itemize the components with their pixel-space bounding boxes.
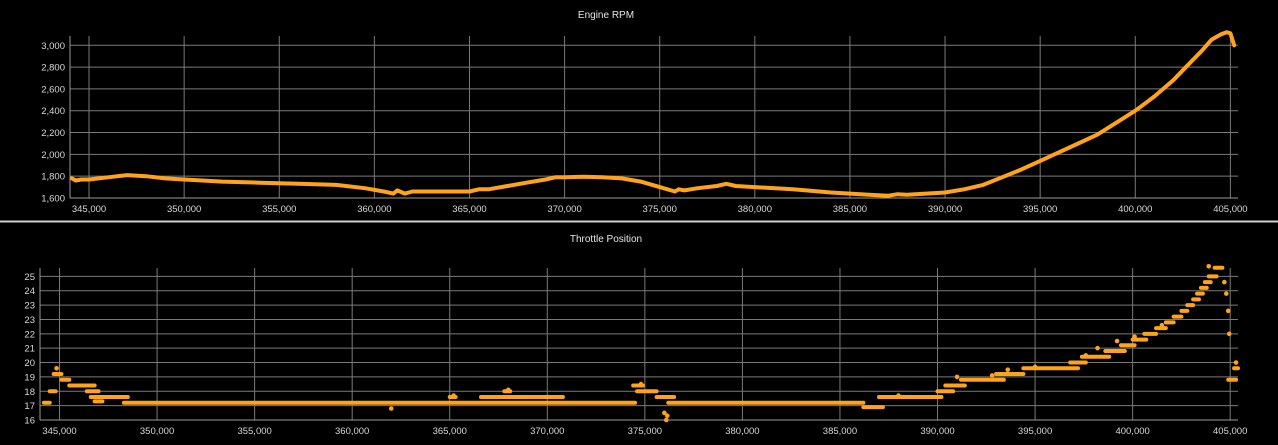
throttle-point	[451, 393, 456, 398]
throttle-point	[505, 387, 511, 393]
throttle-position-chart: Throttle Position 16 17 18 19 20 21 22 23 23 24 25…	[24, 234, 1247, 437]
throttle-point	[1206, 264, 1212, 269]
throttle-y-tick-label: 18	[24, 387, 35, 398]
throttle-point	[662, 410, 667, 416]
throttle-x-tick-label: 360,000	[335, 426, 369, 437]
engine-rpm-x-tick-label: 360,000	[357, 204, 391, 215]
engine-rpm-y-tick-label: 3,000	[41, 41, 65, 52]
throttle-point	[1223, 291, 1229, 296]
throttle-point	[664, 417, 669, 423]
engine-rpm-x-tick-label: 385,000	[833, 204, 867, 215]
engine-rpm-y-tick-label: 2,600	[41, 84, 65, 95]
throttle-x-tick-label: 355,000	[237, 426, 271, 437]
throttle-series	[41, 264, 1240, 423]
throttle-x-tick-label: 350,000	[140, 426, 174, 437]
engine-rpm-x-tick-label: 405,000	[1213, 204, 1247, 215]
throttle-point	[1114, 338, 1120, 344]
engine-rpm-y-tick-label: 1,600	[41, 194, 65, 205]
throttle-y-tick-label: 22	[24, 329, 35, 340]
engine-rpm-chart: Engine RPM 1,600 1,800 2,000 2,200 2,400 2,60…	[41, 10, 1247, 215]
throttle-point	[1005, 367, 1011, 373]
throttle-point	[664, 413, 670, 418]
throttle-y-tick-label: 23	[24, 301, 35, 312]
throttle-point	[1226, 331, 1232, 337]
engine-rpm-y-tick-label: 2,200	[41, 128, 65, 139]
engine-rpm-x-ticks: 345,000 350,000 355,000 360,000 365,000 370,0…	[72, 204, 1248, 215]
throttle-x-tick-label: 395,000	[1018, 426, 1052, 437]
throttle-point	[638, 381, 644, 387]
throttle-y-tick-label: 20	[24, 358, 35, 369]
throttle-point	[54, 365, 59, 371]
engine-rpm-y-tick-label: 2,400	[41, 106, 65, 117]
throttle-x-tick-label: 375,000	[628, 426, 662, 437]
throttle-y-tick-label: 17	[24, 401, 35, 412]
throttle-point	[1083, 353, 1089, 358]
engine-rpm-x-tick-label: 375,000	[643, 204, 677, 215]
engine-rpm-line	[69, 30, 1237, 198]
throttle-x-tick-label: 370,000	[530, 426, 564, 437]
throttle-x-ticks: 345,000 350,000 355,000 360,000 365,000 370,0…	[42, 426, 1247, 437]
engine-rpm-x-tick-label: 350,000	[167, 204, 201, 215]
throttle-position-title: Throttle Position	[570, 234, 642, 245]
throttle-point	[388, 406, 394, 411]
throttle-y-tick-label: 19	[24, 372, 35, 383]
throttle-point	[1159, 322, 1165, 328]
engine-rpm-title: Engine RPM	[578, 10, 634, 21]
throttle-y-ticks: 16 17 18 19 20 21 22 23 23 24 25	[24, 272, 35, 427]
engine-rpm-y-tick-label: 2,000	[41, 150, 65, 161]
throttle-point	[989, 373, 995, 378]
throttle-x-tick-label: 345,000	[42, 426, 76, 437]
throttle-y-tick-label: 24	[24, 286, 35, 297]
engine-rpm-x-tick-label: 390,000	[928, 204, 962, 215]
throttle-x-tick-label: 385,000	[823, 426, 857, 437]
throttle-x-tick-label: 400,000	[1115, 426, 1149, 437]
engine-rpm-x-tick-label: 365,000	[452, 204, 486, 215]
engine-rpm-y-tick-label: 1,800	[41, 172, 65, 183]
throttle-point	[896, 393, 901, 398]
throttle-x-tick-label: 405,000	[1213, 426, 1247, 437]
throttle-axes	[39, 268, 1238, 421]
throttle-point	[1032, 364, 1038, 370]
engine-rpm-series	[69, 30, 1237, 198]
engine-rpm-x-tick-label: 380,000	[738, 204, 772, 215]
throttle-x-tick-label: 365,000	[433, 426, 467, 437]
engine-rpm-y-tick-label: 2,800	[41, 63, 65, 74]
throttle-y-tick-label: 21	[24, 344, 35, 355]
throttle-point	[1233, 360, 1239, 365]
engine-rpm-x-tick-label: 345,000	[72, 204, 106, 215]
throttle-point	[1132, 334, 1137, 339]
engine-rpm-x-tick-label: 400,000	[1118, 204, 1152, 215]
throttle-point	[1095, 345, 1100, 351]
throttle-y-tick-label: 16	[24, 416, 35, 427]
engine-rpm-x-tick-label: 370,000	[547, 204, 581, 215]
engine-rpm-y-ticks: 1,600 1,800 2,000 2,200 2,400 2,600 2,800 3,000	[41, 41, 65, 205]
engine-rpm-x-tick-label: 355,000	[262, 204, 296, 215]
throttle-point	[954, 374, 960, 380]
throttle-y-tick-label: 25	[24, 272, 35, 283]
engine-rpm-axes	[69, 36, 1238, 199]
throttle-x-tick-label: 390,000	[920, 426, 954, 437]
throttle-point	[1222, 279, 1227, 285]
throttle-y-tick-label: 23	[24, 315, 35, 326]
engine-rpm-x-tick-label: 395,000	[1023, 204, 1057, 215]
throttle-point	[1225, 308, 1231, 314]
throttle-x-tick-label: 380,000	[725, 426, 759, 437]
